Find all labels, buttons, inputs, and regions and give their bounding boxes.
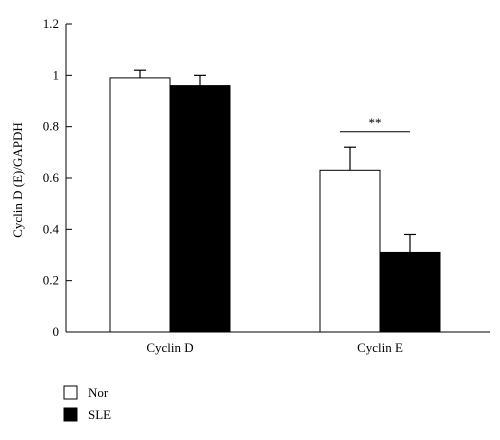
significance-stars: ** [369, 115, 382, 130]
y-tick-label: 0.6 [43, 170, 60, 185]
y-tick-label: 1 [53, 67, 60, 82]
legend-label-nor: Nor [88, 385, 109, 400]
y-tick-label: 0 [53, 324, 60, 339]
y-axis-label: Cyclin D (E)/GAPDH [10, 122, 25, 238]
x-tick-label: Cyclin D [146, 340, 193, 355]
legend: Nor SLE [63, 385, 111, 422]
legend-label-sle: SLE [88, 407, 111, 422]
legend-swatch-nor [63, 385, 78, 400]
legend-swatch-sle [63, 407, 78, 422]
x-tick-label: Cyclin E [357, 340, 403, 355]
bar-nor-cyclin-e [319, 169, 381, 333]
y-tick-label: 0.2 [43, 273, 59, 288]
bar-sle-cyclin-e [379, 251, 441, 333]
y-tick-label: 0.4 [43, 221, 60, 236]
bar-nor-cyclin-d [109, 77, 171, 333]
bar-sle-cyclin-d [169, 85, 231, 333]
significance-annotation: ** [340, 115, 410, 133]
y-tick-label: 1.2 [43, 16, 59, 31]
axes: 0 0.2 0.4 0.6 0.8 1 1.2 Cyclin D Cyclin E [43, 16, 490, 355]
y-tick-label: 0.8 [43, 119, 59, 134]
bars [109, 77, 441, 333]
error-bars [134, 69, 416, 253]
